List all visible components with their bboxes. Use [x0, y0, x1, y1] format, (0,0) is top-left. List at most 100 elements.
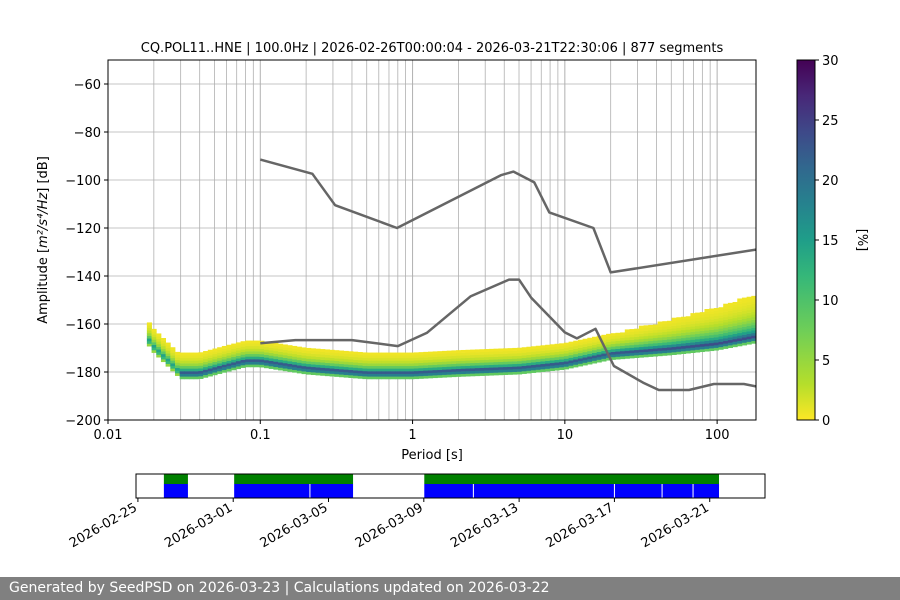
density-cell: [507, 353, 513, 357]
density-cell: [320, 364, 326, 368]
density-cell: [160, 348, 167, 352]
density-cell: [362, 373, 368, 377]
density-cell: [362, 370, 368, 374]
probability-density-cells: [146, 295, 756, 380]
density-cell: [357, 373, 363, 377]
density-cell: [535, 369, 541, 373]
density-cell: [704, 311, 710, 315]
density-cell: [418, 357, 424, 361]
density-cell: [648, 324, 654, 328]
density-cell: [498, 372, 504, 376]
density-cell: [606, 344, 612, 348]
density-cell: [287, 361, 293, 364]
density-cell: [540, 345, 546, 349]
density-cell: [231, 346, 237, 350]
density-cell: [718, 336, 724, 340]
density-cell: [676, 348, 682, 352]
density-cell: [165, 355, 171, 359]
density-cell: [428, 372, 434, 376]
density-cell: [493, 367, 499, 371]
density-cell: [699, 333, 705, 337]
density-cell: [446, 369, 452, 373]
density-cell: [699, 335, 705, 339]
density-cell: [690, 336, 696, 340]
density-cell: [718, 315, 724, 319]
density-cell: [460, 363, 466, 367]
density-cell: [385, 363, 391, 367]
density-cell: [732, 309, 738, 313]
density-cell: [381, 365, 387, 369]
density-cell: [559, 361, 565, 365]
density-cell: [601, 355, 607, 359]
density-cell: [170, 347, 176, 351]
density-cell: [456, 368, 462, 372]
density-cell: [254, 356, 260, 360]
density-cell: [484, 356, 490, 360]
density-cell: [638, 325, 644, 329]
density-cell: [165, 358, 171, 362]
density-cell: [357, 352, 363, 355]
density-cell: [259, 353, 265, 357]
density-cell: [278, 346, 284, 350]
density-cell: [573, 361, 579, 365]
density-cell: [165, 361, 171, 364]
density-cell: [685, 350, 691, 354]
density-cell: [156, 343, 162, 347]
density-cell: [563, 347, 569, 351]
density-cell: [174, 351, 181, 355]
density-cell: [184, 363, 190, 367]
density-cell: [498, 351, 504, 355]
density-cell: [385, 371, 391, 374]
density-cell: [470, 352, 476, 356]
density-cell: [221, 359, 227, 363]
density-cell: [254, 359, 260, 362]
density-cell: [699, 330, 705, 334]
density-cell: [737, 298, 743, 302]
density-cell: [428, 356, 434, 360]
density-cell: [170, 360, 176, 364]
density-cell: [217, 347, 223, 351]
density-cell: [737, 309, 743, 312]
density-cell: [526, 370, 532, 374]
density-cell: [442, 361, 448, 365]
density-cell: [268, 347, 274, 351]
density-cell: [723, 324, 729, 328]
density-cell: [413, 362, 420, 366]
density-cell: [324, 349, 331, 353]
density-cell: [249, 351, 256, 355]
density-cell: [174, 357, 181, 361]
density-cell: [704, 322, 710, 326]
density-cell: [179, 357, 185, 361]
density-cell: [498, 361, 504, 365]
density-cell: [704, 314, 710, 318]
density-cell: [704, 348, 710, 352]
density-cell: [343, 372, 349, 375]
density-cell: [685, 332, 691, 336]
density-cell: [301, 360, 307, 364]
density-cell: [198, 370, 204, 374]
density-cell: [465, 352, 471, 356]
density-cell: [348, 364, 354, 368]
density-cell: [353, 351, 359, 355]
density-cell: [563, 361, 569, 365]
plot-frame: [107, 59, 757, 421]
density-cell: [212, 351, 218, 355]
density-cell: [362, 355, 368, 358]
density-cell: [540, 358, 546, 362]
density-cell: [732, 328, 738, 332]
density-cell: [662, 352, 668, 356]
density-cell: [681, 329, 687, 333]
density-cell: [235, 355, 241, 359]
density-cell: [296, 362, 302, 366]
density-cell: [437, 356, 443, 360]
density-cell: [151, 334, 157, 338]
density-cell: [264, 349, 270, 353]
density-cell: [343, 374, 349, 378]
density-cell: [278, 349, 284, 352]
density-cell: [498, 366, 504, 370]
density-cell: [465, 349, 471, 353]
density-cell: [563, 358, 569, 362]
density-cell: [521, 347, 527, 351]
density-cell: [620, 345, 626, 349]
density-cell: [582, 362, 588, 366]
